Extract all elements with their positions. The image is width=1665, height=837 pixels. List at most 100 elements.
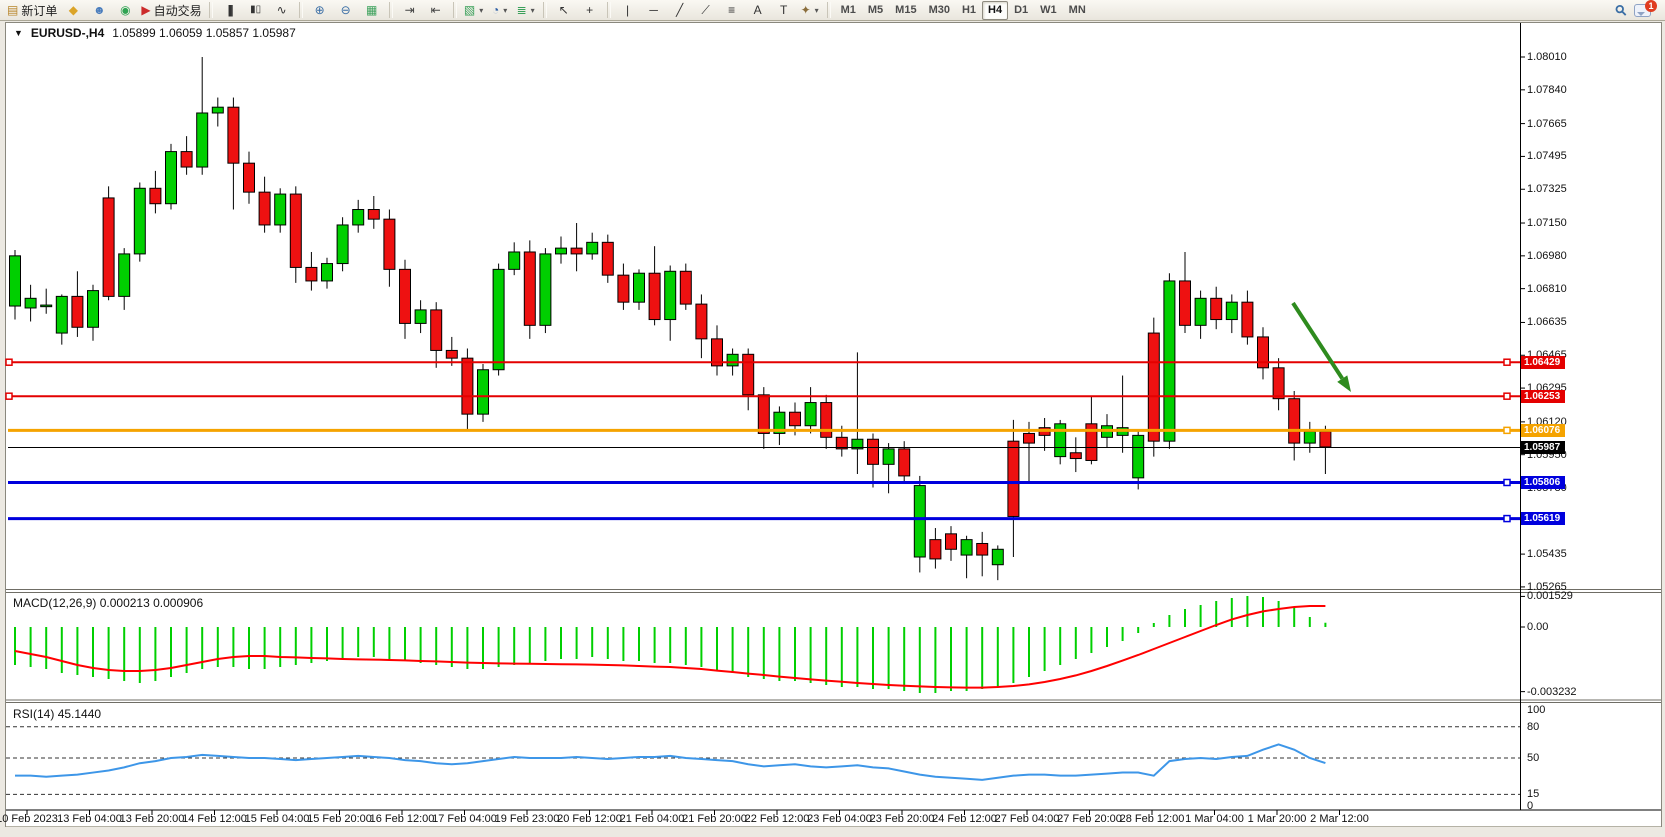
timeframe-m15-button[interactable]: M15 (895, 4, 917, 16)
price-axis-label: 1.08010 (1527, 51, 1567, 63)
bull-candle (352, 209, 365, 226)
bear-candle (1179, 280, 1191, 326)
candlestick-chart-button[interactable]: ▮▯ (243, 0, 269, 20)
bear-candle (180, 151, 193, 168)
new-order-button[interactable]: ▤ 新订单 (4, 0, 60, 20)
macd-signal-line (14, 605, 1326, 689)
time-axis-label: 22 Feb 12:00 (744, 813, 810, 825)
price-axis-label: 1.06635 (1527, 316, 1567, 329)
crosshair-button[interactable]: + (577, 0, 603, 20)
bull-candle (492, 268, 505, 371)
bull-candle (882, 448, 895, 465)
toolbar-separator (826, 2, 831, 18)
arrows-button[interactable]: ✦ ▾ (797, 0, 823, 20)
chevron-down-icon: ▾ (814, 5, 819, 15)
styler-button[interactable]: ◆ (60, 0, 86, 20)
macd-axis-label: 0.001529 (1527, 590, 1573, 603)
line-anchor[interactable] (1503, 426, 1511, 435)
bull-candle (773, 411, 786, 434)
bear-candle (461, 357, 474, 415)
bear-candle (1007, 440, 1020, 517)
timeframe-m30-button[interactable]: M30 (928, 4, 950, 16)
bear-candle (789, 411, 801, 427)
zoom-out-button[interactable]: ⊖ (333, 0, 359, 20)
price-axis-label: 1.06980 (1527, 249, 1567, 262)
zoom-in-button[interactable]: ⊕ (307, 0, 333, 20)
cursor-button[interactable]: ↖ (551, 0, 577, 20)
text-label-button[interactable]: T (771, 0, 797, 20)
new-chart-button[interactable]: ▧ ▾ (461, 0, 487, 20)
timeframe-w1-button[interactable]: W1 (1040, 4, 1057, 16)
time-axis-label: 15 Feb 04:00 (244, 813, 310, 825)
bull-candle (40, 304, 53, 308)
bull-candle (1303, 431, 1316, 444)
timeframe-mn-button[interactable]: MN (1068, 4, 1086, 16)
chart-shift-button[interactable]: ⇤ (423, 0, 449, 20)
tile-windows-button[interactable]: ▦ (359, 0, 385, 20)
vertical-line-button[interactable]: | (615, 0, 641, 20)
bull-candle (1054, 423, 1067, 458)
timeframe-d1-button[interactable]: D1 (1014, 4, 1029, 16)
equidistant-channel-button[interactable]: ⟋ (693, 0, 719, 20)
chart-title-row: ▼ EURUSD-,H4 1.05899 1.06059 1.05857 1.0… (14, 26, 296, 40)
bull-candle (508, 251, 521, 270)
timeframe-h1-button[interactable]: H1 (961, 4, 977, 16)
bear-candle (1023, 432, 1035, 444)
fibonacci-button[interactable]: ≡ (719, 0, 745, 20)
rsi-axis-label: 80 (1527, 720, 1540, 733)
chartshift-icon: ⇤ (430, 3, 441, 17)
terminal-button[interactable]: ☻ (86, 0, 112, 20)
text-button[interactable]: A (745, 0, 771, 20)
line-anchor[interactable] (5, 358, 13, 366)
line-anchor[interactable] (1503, 478, 1511, 487)
main-toolbar: ▤ 新订单 ◆ ☻ ◉ ▶ 自动交易 ||| ▮▯ ∿ ⊕ ⊖ ▦ ⇥ ⇤ ▧ ▾ ◔ ▾ ≣ ▾ ↖ + | ─ ╱ ⟋ ≡ A T ✦ ▾… (0, 0, 1665, 21)
macd-panel (14, 596, 1327, 693)
bear-candle (367, 209, 380, 220)
line-anchor[interactable] (1503, 358, 1511, 366)
bear-candle (399, 268, 411, 324)
timeframe-h4-button[interactable]: H4 (982, 0, 1009, 20)
autotrading-icon: ▶ (141, 3, 151, 17)
bull-candle (555, 247, 567, 255)
bear-candle (898, 448, 911, 477)
indicators-button[interactable]: ≣ ▾ (513, 0, 539, 20)
bear-candle (71, 295, 84, 328)
fibo-icon: ≡ (728, 3, 736, 17)
timeframe-m1-button[interactable]: M1 (840, 4, 856, 16)
bull-candle (274, 193, 287, 226)
horizontal-line-button[interactable]: ─ (641, 0, 667, 20)
trendline-button[interactable]: ╱ (667, 0, 693, 20)
line-anchor[interactable] (1503, 392, 1511, 400)
signals-button[interactable]: ◉ (112, 0, 138, 20)
price-axis-label: 1.06810 (1527, 282, 1567, 295)
zoom-in-icon: ⊕ (314, 3, 325, 17)
line-anchor[interactable] (5, 392, 13, 400)
autotrading-button[interactable]: ▶ 自动交易 (138, 0, 204, 20)
bull-candle (1132, 434, 1145, 479)
profiles-button[interactable]: ◔ ▾ (487, 0, 513, 20)
bear-candle (383, 218, 396, 270)
time-axis-label: 23 Feb 20:00 (869, 813, 935, 825)
rsi-axis-label: 15 (1527, 788, 1540, 801)
line-anchor[interactable] (1503, 514, 1511, 523)
timeframe-m5-button[interactable]: M5 (867, 4, 884, 16)
bear-candle (305, 266, 318, 282)
auto-scroll-button[interactable]: ⇥ (397, 0, 423, 20)
price-axis-label: 1.05265 (1527, 580, 1567, 593)
bull-candle (321, 263, 333, 282)
annotation-arrow[interactable] (1291, 301, 1344, 380)
time-axis-label: 23 Feb 04:00 (807, 813, 872, 825)
autoscroll-icon: ⇥ (404, 3, 415, 17)
linechart-icon: ∿ (276, 3, 287, 17)
cursor-icon: ↖ (558, 3, 569, 17)
line-chart-button[interactable]: ∿ (269, 0, 295, 20)
vline-icon: | (626, 3, 630, 17)
chart-dropdown-icon[interactable]: ▼ (14, 28, 23, 38)
bar-chart-button[interactable]: ||| (217, 0, 243, 20)
annotation-arrow-head[interactable] (1337, 375, 1351, 392)
chat-icon[interactable]: 1 (1634, 0, 1657, 17)
bull-candle (1225, 301, 1238, 321)
bear-candle (976, 542, 989, 556)
bear-candle (820, 402, 833, 438)
